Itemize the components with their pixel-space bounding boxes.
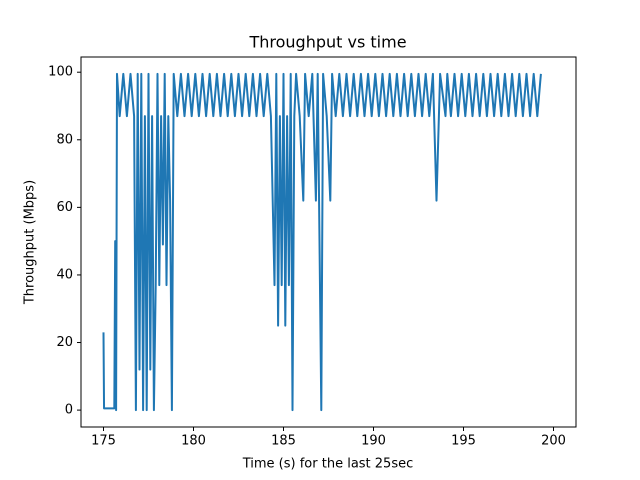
plot-frame	[80, 56, 577, 428]
x-tick-label: 200	[541, 434, 566, 449]
y-tick-label: 80	[56, 132, 73, 147]
x-tick-label: 175	[91, 434, 116, 449]
x-tick-label: 190	[361, 434, 386, 449]
y-tick-label: 0	[65, 403, 73, 418]
chart-title: Throughput vs time	[248, 33, 406, 52]
data-line	[102, 72, 542, 412]
y-tick-label: 60	[56, 200, 73, 215]
x-tick-label: 195	[451, 434, 476, 449]
y-tick-label: 20	[56, 335, 73, 350]
x-tick-label: 185	[271, 434, 296, 449]
x-axis-label: Time (s) for the last 25sec	[242, 457, 414, 472]
y-tick-label: 40	[56, 267, 73, 282]
y-axis-label: Throughput (Mbps)	[23, 180, 38, 305]
y-tick-label: 100	[48, 65, 73, 80]
x-tick-label: 180	[181, 434, 206, 449]
